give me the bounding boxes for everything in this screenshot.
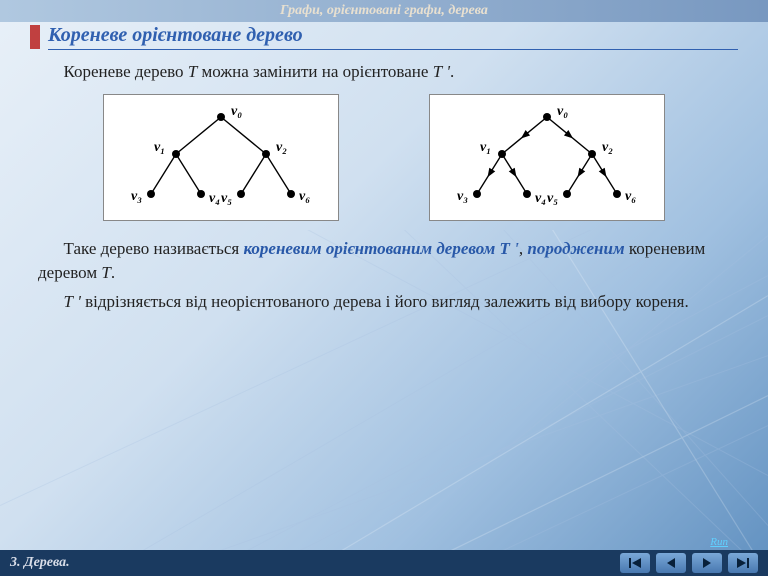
- tree-directed: v₀ v₁ v₂ v₃ v₄v₅ v₆: [429, 94, 665, 221]
- svg-text:v₆: v₆: [625, 189, 636, 204]
- nav-first-button[interactable]: [620, 553, 650, 573]
- tree-svg-directed: v₀ v₁ v₂ v₃ v₄v₅ v₆: [442, 99, 652, 211]
- svg-text:v₁: v₁: [480, 140, 491, 155]
- breadcrumb-text: Графи, орієнтовані графи, дерева: [280, 3, 488, 19]
- svg-text:v₃: v₃: [131, 189, 142, 204]
- nav-last-button[interactable]: [728, 553, 758, 573]
- footer-section: 3. Дерева.: [10, 555, 70, 571]
- nav-next-button[interactable]: [692, 553, 722, 573]
- chevron-right-icon: [701, 557, 713, 569]
- breadcrumb-band: Графи, орієнтовані графи, дерева: [0, 0, 768, 22]
- skip-back-icon: [628, 557, 642, 569]
- paragraph-2: Таке дерево називається кореневим орієнт…: [38, 237, 730, 285]
- svg-text:v₀: v₀: [557, 104, 568, 119]
- svg-text:v₁: v₁: [154, 140, 165, 155]
- tree-svg-undirected: v₀ v₁ v₂ v₃ v₄v₅ v₆: [116, 99, 326, 211]
- run-link[interactable]: Run: [710, 536, 728, 548]
- page-title: Кореневе орієнтоване дерево: [48, 24, 738, 50]
- tree-undirected: v₀ v₁ v₂ v₃ v₄v₅ v₆: [103, 94, 339, 221]
- svg-text:v₅: v₅: [221, 191, 232, 206]
- content-body: Кореневе дерево Т можна замінити на оріє…: [0, 52, 768, 314]
- title-row: Кореневе орієнтоване дерево: [0, 22, 768, 52]
- paragraph-1: Кореневе дерево Т можна замінити на оріє…: [38, 60, 730, 84]
- svg-text:v₂: v₂: [276, 140, 287, 155]
- svg-text:v₅: v₅: [547, 191, 558, 206]
- title-accent-bar: [30, 25, 40, 49]
- svg-text:v₂: v₂: [602, 140, 613, 155]
- chevron-left-icon: [665, 557, 677, 569]
- nav-prev-button[interactable]: [656, 553, 686, 573]
- paragraph-3: Т ' відрізняється від неорієнтованого де…: [38, 290, 730, 314]
- svg-text:v₀: v₀: [231, 104, 242, 119]
- svg-text:v₃: v₃: [457, 189, 468, 204]
- skip-forward-icon: [736, 557, 750, 569]
- svg-text:v₄: v₄: [209, 191, 220, 206]
- footer-band: 3. Дерева.: [0, 550, 768, 576]
- svg-text:v₆: v₆: [299, 189, 310, 204]
- svg-text:v₄: v₄: [535, 191, 546, 206]
- nav-buttons: [620, 553, 758, 573]
- diagram-row: v₀v₁v₂v₃v₄v₅v₆ v₀v₁v₂v₃v₄v₅v₆: [78, 94, 690, 221]
